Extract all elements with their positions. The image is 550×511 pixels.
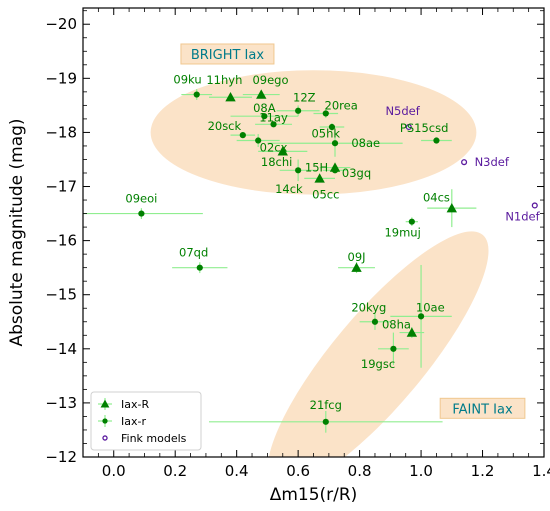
data-point [314,173,325,183]
model-point [102,435,108,441]
data-point [433,137,440,144]
x-tick-label: 0.0 [102,462,126,480]
data-point [261,113,268,120]
point-label: 10ae [416,301,445,315]
y-tick-label: −14 [45,340,77,358]
x-tick-label: 1.2 [471,462,495,480]
region-ellipse [267,231,489,457]
y-tick-label: −13 [45,394,77,412]
data-point [196,264,203,271]
y-tick-label: −18 [45,123,77,141]
y-tick-label: −20 [45,15,77,33]
data-point [328,123,336,131]
point-label: 02cx [260,141,288,155]
point-label: 08ae [351,136,380,150]
x-axis-label: Δm15(r/R) [270,485,358,505]
point-label: N1def [505,209,540,223]
data-point [100,399,110,408]
point-label: 15H [305,161,328,175]
region-label: BRIGHT Iax [191,48,265,63]
legend: Iax-R Iax-r Fink models [90,391,202,451]
data-point [239,132,246,139]
point-label: 09eoi [125,191,157,205]
data-point [270,121,277,128]
x-tick-label: 0.6 [286,462,310,480]
y-tick-label: −17 [45,178,77,196]
data-point [138,210,145,217]
data-point [446,202,457,213]
region-label: FAINT Iax [452,402,513,417]
point-label: N5def [385,104,420,118]
marker-layer [138,89,538,425]
region-label-box [439,397,526,419]
region-label-box [180,43,275,65]
axes: 0.0 0.2 0.4 0.6 0.8 1.0 1.2 1.4 −20 −19 −18 −17 −16 −… [45,7,550,480]
data-point [322,110,329,117]
point-label: 20rea [325,98,358,112]
y-tick-label: −12 [45,448,77,466]
data-point [255,137,262,144]
data-point [295,107,302,114]
point-label: 05cc [312,188,339,202]
y-axis-label: Absolute magnitude (mag) [7,118,27,346]
y-tick-label: −19 [45,69,77,87]
data-point [295,167,302,174]
point-label: 09J [348,250,366,264]
x-tick-label: 0.2 [163,462,187,480]
point-label: 04cs [423,190,450,204]
point-label: 20sck [208,119,242,133]
point-label: PS15csd [400,121,448,135]
point-label: 05hk [311,127,340,141]
data-point [408,218,415,225]
legend-box [90,391,202,451]
point-label: 21fcg [310,398,342,412]
point-label: 14ck [275,182,303,196]
point-label: 19muj [384,226,420,240]
point-label: 07qd [179,246,208,260]
data-point [331,140,339,147]
point-label-layer: BRIGHT Iax FAINT Iax 11hyh 09ego 18chi 15H 05c… [125,43,541,419]
data-point [256,89,267,99]
data-point [371,318,379,325]
data-point [417,313,425,320]
data-point [277,146,288,156]
point-label: 20kyg [351,301,386,315]
point-label: 08ha [382,317,411,331]
data-point [193,91,200,98]
point-label: 12Z [293,90,316,104]
data-point [351,262,362,272]
model-point [461,159,468,166]
point-label: 11ay [259,110,288,124]
y-tick-label: −15 [45,286,77,304]
y-tick-label: −16 [45,232,77,250]
data-point [390,345,397,352]
model-point [405,123,412,131]
data-point [322,418,329,425]
model-point [531,202,538,209]
data-point [331,167,339,174]
x-tick-label: 1.4 [532,462,550,480]
legend-label: Iax-r [121,415,146,428]
point-label: 08A [253,101,276,115]
data-point [406,327,418,337]
legend-label: Fink models [121,432,187,445]
point-label: 18chi [261,155,292,169]
point-label: N3def [475,155,510,169]
x-tick-label: 0.4 [225,462,249,480]
x-tick-label: 0.8 [348,462,372,480]
point-label: 09ku [173,72,201,86]
point-label: 09ego [252,73,288,87]
legend-label: Iax-R [121,398,149,411]
data-point [102,418,108,424]
data-point [225,92,236,102]
point-label: 19gsc [361,357,395,371]
point-label: 11hyh [206,73,242,87]
x-tick-label: 1.0 [409,462,433,480]
point-label: 03gq [342,166,371,180]
